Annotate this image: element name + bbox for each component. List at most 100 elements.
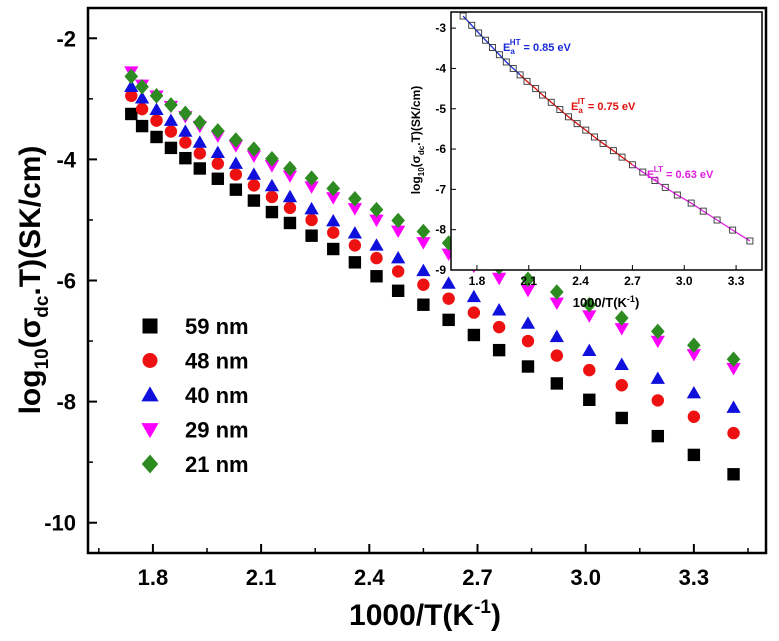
data-point <box>304 170 319 186</box>
data-point <box>347 226 363 239</box>
data-point <box>650 371 665 384</box>
fit-label-value: = 0.63 eV <box>666 169 714 181</box>
data-point <box>192 114 207 131</box>
data-point <box>370 251 383 265</box>
inset-data-point <box>489 44 496 51</box>
data-point <box>348 239 362 252</box>
data-point <box>416 237 431 250</box>
inset-y-tick-label: -8 <box>435 223 446 237</box>
fit-label-main: E <box>647 169 654 181</box>
data-point <box>442 313 455 327</box>
data-point <box>492 343 506 357</box>
main-x-tick-label: 3.0 <box>570 565 601 590</box>
inset-ticks: 1.8 2.1 2.4 2.7 3.0 3.3 -3 -4 -5 -6 -7 -8 -9 <box>435 21 744 288</box>
inset-y-tick-label: -9 <box>435 263 446 277</box>
data-point <box>726 351 741 367</box>
main-x-tick-label: 2.7 <box>462 565 493 590</box>
data-point <box>726 400 741 413</box>
data-point <box>135 102 149 116</box>
data-point <box>726 363 741 376</box>
series-48-nm <box>125 89 740 440</box>
legend-label: 21 nm <box>185 452 249 477</box>
data-point <box>492 320 506 334</box>
data-point <box>417 298 430 311</box>
fit-label-sup: HT <box>510 38 521 47</box>
data-point <box>135 78 149 95</box>
inset-data-point <box>699 207 707 215</box>
main-y-axis-title: log10(σdc.T)(SK/cm) <box>14 146 53 415</box>
legend-marker <box>141 386 159 402</box>
main-y-tick-label: -6 <box>56 269 76 294</box>
data-point <box>369 214 384 228</box>
inset-data-point <box>673 191 681 199</box>
data-point <box>304 201 319 215</box>
data-point <box>246 167 262 180</box>
inset-data-point <box>618 153 626 161</box>
main-x-tick-label: 2.4 <box>354 565 385 590</box>
data-point <box>686 349 702 362</box>
inset-fit-label: EaLT = 0.63 eV <box>647 165 714 183</box>
inset-data-point <box>639 168 647 176</box>
inset-fit-label: EaIT = 0.75 eV <box>571 97 636 115</box>
series-40-nm <box>124 79 741 413</box>
inset-fit-line <box>519 74 633 166</box>
data-point <box>650 323 665 340</box>
data-point <box>491 272 507 286</box>
inset-data-point <box>502 58 510 66</box>
data-point <box>549 297 564 311</box>
data-point <box>549 329 564 343</box>
data-point <box>391 212 405 229</box>
data-point <box>583 393 596 406</box>
data-point <box>582 310 597 323</box>
inset-data-point <box>459 12 467 20</box>
inset-data-point <box>532 85 540 93</box>
data-point <box>282 189 298 203</box>
legend-marker <box>141 423 159 439</box>
inset-data-point <box>509 64 517 72</box>
inset-x-tick-label: 2.1 <box>520 274 537 288</box>
data-point <box>265 205 279 219</box>
inset-data-point <box>729 226 737 234</box>
data-point <box>149 102 164 116</box>
data-point <box>348 191 362 207</box>
inset-y-tick-label: -7 <box>435 182 446 196</box>
data-point <box>391 265 405 278</box>
data-point <box>211 157 225 170</box>
data-point <box>416 223 431 240</box>
data-point <box>178 105 193 122</box>
fit-label-value: = 0.85 eV <box>523 42 571 54</box>
data-point <box>211 123 225 139</box>
inset-data-point <box>482 36 490 44</box>
data-point <box>135 119 149 133</box>
fit-label-sub: a <box>510 47 515 56</box>
data-point <box>687 410 701 423</box>
data-point <box>247 141 261 157</box>
data-point <box>179 136 192 149</box>
inset-data-point <box>523 77 531 85</box>
inset-data-point <box>495 51 503 59</box>
data-point <box>125 89 138 103</box>
data-point <box>727 426 740 440</box>
data-point <box>391 284 405 297</box>
inset-y-axis-title: log10(σdc.T)(SK/cm) <box>409 86 426 194</box>
inset-data-point <box>609 147 617 155</box>
data-point <box>651 429 665 443</box>
data-point <box>347 203 363 216</box>
fit-label-sub: a <box>578 106 583 115</box>
data-point <box>521 334 535 348</box>
data-point <box>442 292 455 305</box>
data-point <box>265 190 279 204</box>
data-point <box>283 201 297 215</box>
data-point <box>650 335 665 349</box>
data-point <box>550 377 564 390</box>
inset-data-point <box>475 29 483 37</box>
data-point <box>282 170 298 183</box>
inset-x-tick-label: 3.3 <box>728 274 745 288</box>
data-point <box>416 263 431 277</box>
legend-label: 59 nm <box>185 314 249 339</box>
main-y-tick-label: -2 <box>56 26 76 51</box>
inset-data-point <box>516 71 524 79</box>
data-point <box>441 276 456 289</box>
inset-y-tick-label: -6 <box>435 142 446 156</box>
data-point <box>228 156 243 169</box>
